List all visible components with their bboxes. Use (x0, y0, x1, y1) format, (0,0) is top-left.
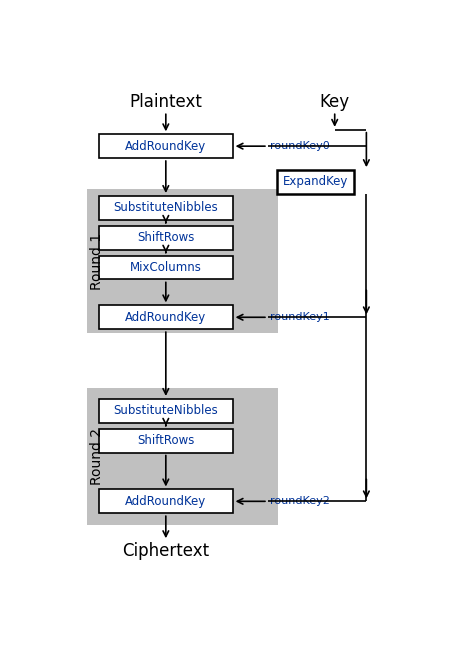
Bar (87, 388, 278, 525)
Bar (87, 189, 278, 333)
Text: SubstituteNibbles: SubstituteNibbles (114, 202, 218, 214)
Bar (99, 196, 233, 220)
Text: ShiftRows: ShiftRows (137, 434, 194, 447)
Text: roundKey1: roundKey1 (270, 312, 329, 322)
Text: Ciphertext: Ciphertext (122, 542, 209, 560)
Text: AddRoundKey: AddRoundKey (125, 140, 207, 152)
Text: ExpandKey: ExpandKey (283, 176, 348, 189)
Text: Round 1: Round 1 (90, 233, 104, 289)
Text: SubstituteNibbles: SubstituteNibbles (114, 404, 218, 417)
Text: roundKey2: roundKey2 (270, 496, 330, 506)
Bar (99, 134, 233, 158)
Bar (276, 170, 354, 194)
Text: roundKey0: roundKey0 (270, 141, 329, 151)
Text: Plaintext: Plaintext (129, 94, 202, 111)
Bar (99, 256, 233, 280)
Bar (99, 225, 233, 249)
Bar (99, 399, 233, 422)
Text: MixColumns: MixColumns (130, 261, 202, 274)
Bar (99, 490, 233, 514)
Text: AddRoundKey: AddRoundKey (125, 311, 207, 324)
Text: Round 2: Round 2 (90, 428, 104, 485)
Text: AddRoundKey: AddRoundKey (125, 495, 207, 508)
Text: Key: Key (320, 94, 350, 111)
Bar (99, 306, 233, 329)
Text: ShiftRows: ShiftRows (137, 231, 194, 244)
Bar (99, 429, 233, 453)
